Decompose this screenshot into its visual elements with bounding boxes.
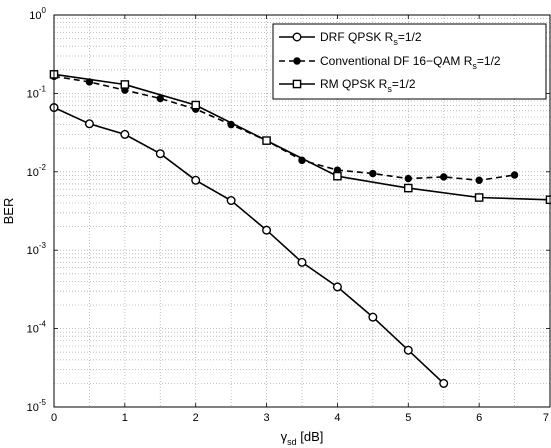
data-point-drf-qpsk-rs-1-2 (226, 196, 236, 206)
data-point-conventional-df-16-qam-rs-1-2 (510, 171, 519, 179)
data-point-rm-qpsk-rs-1-2 (333, 171, 342, 181)
x-tick-label: 4 (334, 412, 340, 424)
data-point-drf-qpsk-rs-1-2 (84, 119, 94, 129)
data-point-conventional-df-16-qam-rs-1-2 (404, 174, 412, 183)
legend-label-part: s (393, 37, 398, 47)
x-axis-label-sub: sd (287, 437, 297, 447)
x-tick-label: 1 (122, 412, 128, 424)
x-tick-label: 6 (476, 412, 482, 424)
legend-box (272, 23, 547, 100)
y-tick-label: 10-1 (27, 84, 47, 100)
data-point-drf-qpsk-rs-1-2 (368, 312, 378, 322)
data-point-drf-qpsk-rs-1-2 (191, 175, 201, 185)
y-tick-label: 100 (29, 6, 46, 22)
legend-label-part: =1/2 (392, 77, 416, 91)
x-tick-label: 3 (264, 412, 270, 424)
y-tick-label-exponent: -4 (39, 320, 47, 329)
legend-label-part: =1/2 (477, 54, 501, 68)
y-tick-label: 10-2 (27, 163, 47, 179)
series-line-rm-qpsk-rs-1-2 (53, 73, 551, 201)
x-axis-label-main: γ (281, 429, 288, 444)
legend-label-rm-qpsk-rs-1-2: RM QPSK Rs=1/2 (320, 77, 416, 94)
data-point-drf-qpsk-rs-1-2 (297, 257, 307, 267)
x-axis-label-unit: [dB] (297, 429, 324, 444)
data-point-drf-qpsk-rs-1-2 (262, 225, 272, 235)
plot-frame (53, 14, 551, 408)
x-tick-label: 0 (51, 412, 57, 424)
y-axis-label: BER (1, 198, 16, 225)
data-point-rm-qpsk-rs-1-2 (120, 80, 130, 89)
x-tick-label: 7 (543, 412, 549, 424)
data-point-conventional-df-16-qam-rs-1-2 (475, 176, 483, 184)
legend-label-part: =1/2 (398, 30, 422, 44)
y-tick-label: 10-3 (27, 241, 47, 257)
data-point-rm-qpsk-rs-1-2 (474, 193, 484, 202)
legend-marker-conventional-df-16-qam-rs-1-2 (293, 57, 301, 65)
data-point-conventional-df-16-qam-rs-1-2 (369, 169, 377, 178)
y-tick-label-base: 10 (27, 88, 39, 100)
y-tick-label-base: 10 (27, 324, 39, 336)
data-point-rm-qpsk-rs-1-2 (262, 136, 271, 145)
legend-label-drf-qpsk-rs-1-2: DRF QPSK Rs=1/2 (320, 30, 422, 47)
data-point-drf-qpsk-rs-1-2 (439, 378, 449, 388)
y-tick-label-exponent: -1 (39, 84, 47, 93)
series-layer (49, 70, 551, 388)
legend-marker-drf-qpsk-rs-1-2 (292, 32, 302, 42)
data-point-drf-qpsk-rs-1-2 (332, 282, 342, 292)
legend-label-conventional-df-16-qam-rs-1-2: Conventional DF 16−QAM Rs=1/2 (320, 54, 501, 71)
data-point-rm-qpsk-rs-1-2 (403, 183, 413, 193)
legend-label-part: RM QPSK R (320, 77, 388, 91)
y-tick-label-base: 10 (27, 245, 39, 257)
y-tick-label-base: 10 (27, 402, 39, 414)
data-point-drf-qpsk-rs-1-2 (120, 129, 130, 139)
data-point-drf-qpsk-rs-1-2 (403, 345, 413, 355)
x-tick-label: 2 (193, 412, 199, 424)
data-point-conventional-df-16-qam-rs-1-2 (440, 173, 448, 181)
data-point-drf-qpsk-rs-1-2 (155, 149, 165, 159)
y-tick-label-exponent: -3 (39, 241, 47, 250)
y-tick-label: 10-4 (27, 320, 47, 336)
y-tick-label-exponent: -5 (39, 398, 47, 407)
y-tick-label: 10-5 (27, 398, 47, 414)
legend-label-part: s (387, 84, 392, 94)
x-tick-label: 5 (405, 412, 411, 424)
series-line-conventional-df-16-qam-rs-1-2 (53, 75, 515, 182)
data-point-rm-qpsk-rs-1-2 (191, 100, 201, 110)
series-line-drf-qpsk-rs-1-2 (53, 106, 445, 384)
legend-label-part: DRF QPSK R (320, 30, 394, 44)
x-axis-label: γsd [dB] (281, 429, 324, 447)
y-tick-label-base: 10 (29, 10, 41, 22)
legend-label-part: Conventional DF 16−QAM R (320, 54, 473, 68)
y-tick-label-exponent: 0 (42, 6, 47, 15)
legend-label-part: s (472, 61, 477, 71)
data-point-conventional-df-16-qam-rs-1-2 (156, 94, 164, 103)
legend-marker-rm-qpsk-rs-1-2 (292, 79, 302, 89)
grid-lines (54, 15, 550, 407)
y-tick-label-base: 10 (27, 167, 39, 179)
y-tick-label-exponent: -2 (39, 163, 47, 172)
x-tick-labels: 0 1 2 3 4 5 6 7 (51, 15, 551, 424)
